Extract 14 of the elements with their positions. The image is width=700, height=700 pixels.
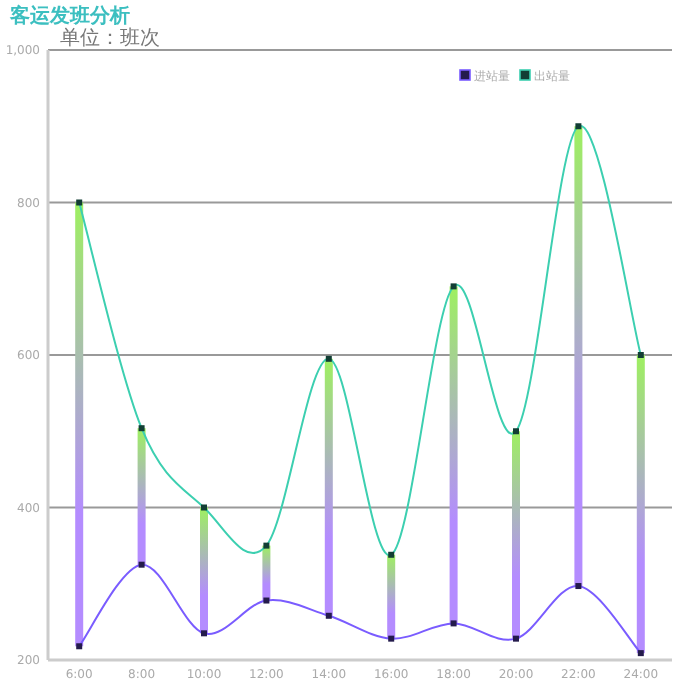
bar [324, 358, 333, 616]
bar [636, 355, 645, 654]
bar [200, 507, 208, 634]
bar [574, 126, 583, 587]
bar [75, 202, 84, 647]
chart-subtitle: 单位：班次 [60, 26, 160, 50]
bar [449, 286, 458, 624]
bar [387, 554, 396, 639]
chart-title: 客运发班分析 [8, 4, 130, 28]
line-series [76, 123, 644, 558]
line-series [76, 561, 644, 657]
bar [512, 431, 520, 639]
bar [137, 428, 146, 565]
bar [262, 545, 271, 601]
